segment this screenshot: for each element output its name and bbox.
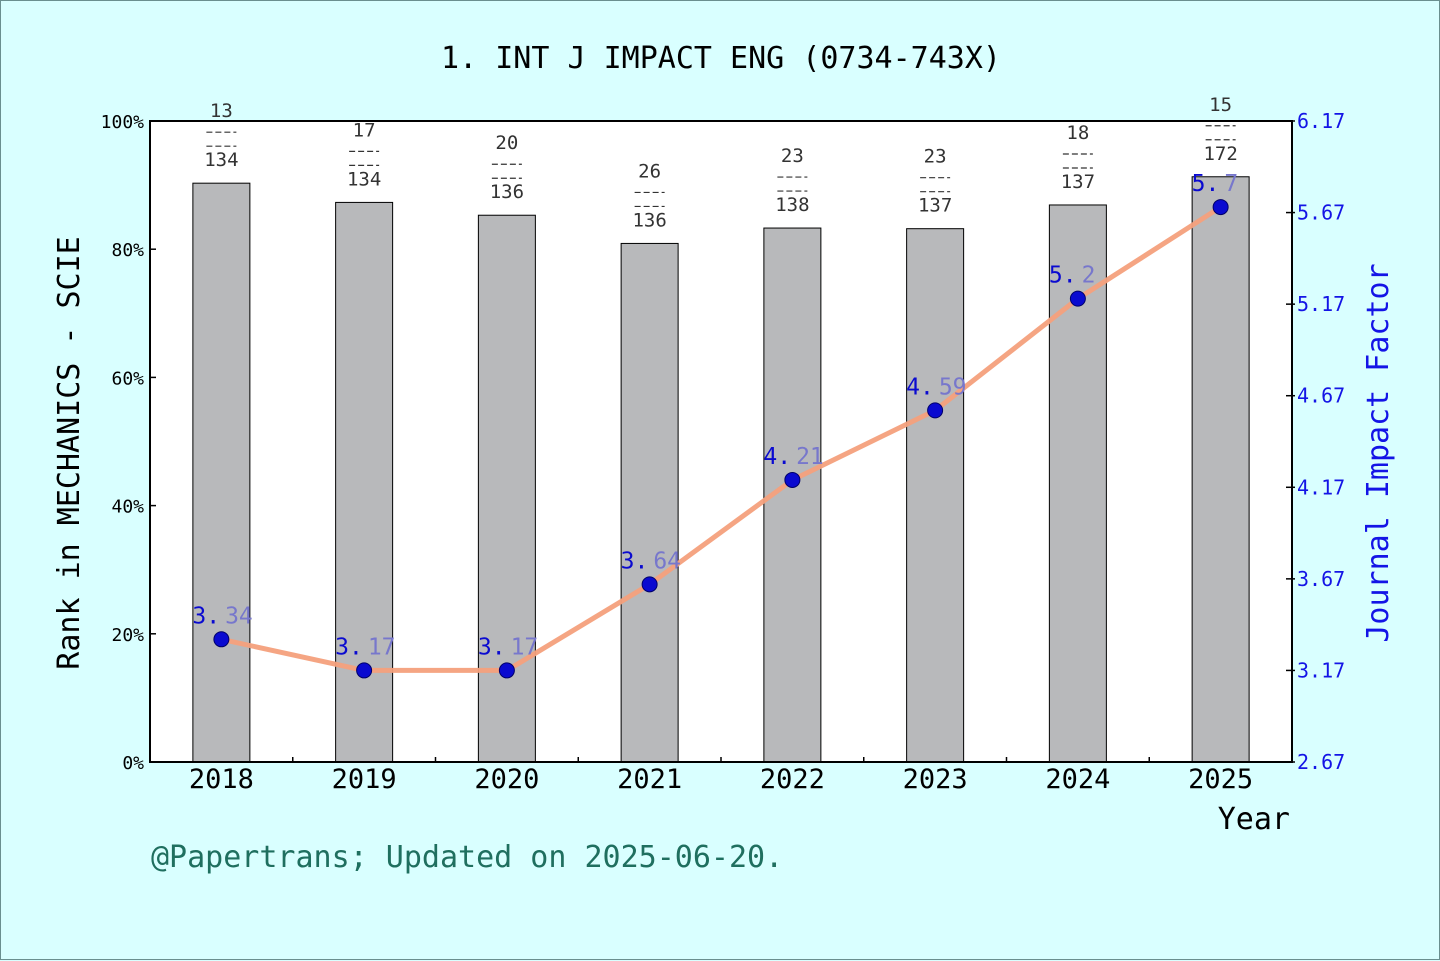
left-tick-label: 80% [111,240,144,261]
right-axis-title: Journal Impact Factor [1361,263,1396,642]
x-tick-label-2020: 2020 [474,764,539,795]
left-axis-title: Rank in MECHANICS - SCIE [52,236,87,669]
jif-label-2019: 3. 17 [335,634,395,660]
left-tick-label: 100% [101,112,145,133]
rank-total-2025: 172 [1203,143,1237,165]
jif-point-2022 [784,471,801,488]
right-axis: 2.67 3.17 3.67 4.17 4.67 5.17 5.67 6.17 [1286,109,1345,774]
jif-point-2023 [927,402,944,419]
jif-label-2021: 3. 64 [621,548,681,574]
rank-value-2023: 23 [924,146,947,168]
left-tick-label: 60% [111,368,144,389]
rank-value-2018: 13 [210,100,233,122]
x-tick-label-2018: 2018 [189,764,254,795]
rank-labels-group: 13 134 17 134 20 136 26 136 23 138 23 137 18 137 15 172 [204,94,1238,232]
right-tick-label: 3.67 [1297,567,1345,591]
rank-value-2019: 17 [353,119,376,141]
bar-2023 [906,228,965,763]
x-tick-label-2022: 2022 [760,764,825,795]
bar-2025 [1191,176,1250,763]
rank-value-2021: 26 [638,160,661,182]
jif-line-group: 3. 34 3. 17 3. 17 3. 64 4. 21 4. 59 5. 2 5. 7 [192,171,1239,679]
jif-point-2020 [498,662,515,679]
right-tick-label: 3.17 [1297,658,1345,682]
rank-total-2021: 136 [632,209,666,231]
x-tick-label-2025: 2025 [1188,764,1253,795]
right-tick-label: 2.67 [1297,750,1345,774]
rank-total-2019: 134 [347,168,381,190]
jif-line [220,204,1222,673]
jif-point-2018 [213,631,230,648]
left-tick-label: 20% [111,625,144,646]
rank-value-2024: 18 [1066,122,1089,144]
bar-2021 [620,242,679,763]
right-tick-label: 6.17 [1297,109,1345,133]
x-tick-label-2021: 2021 [617,764,682,795]
x-axis-title: Year [1218,802,1290,837]
x-tick-label-2019: 2019 [332,764,397,795]
x-tick-label-2023: 2023 [903,764,968,795]
jif-label-2023: 4. 59 [906,374,966,400]
rank-value-2020: 20 [495,132,518,154]
rank-total-2018: 134 [204,149,238,171]
jif-point-2021 [641,576,658,593]
chart-title: 1. INT J IMPACT ENG (0734-743X) [441,41,1001,76]
rank-total-2023: 137 [918,195,952,217]
jif-point-2025 [1212,199,1229,216]
bar-2018 [192,182,251,763]
x-tick-label-2024: 2024 [1045,764,1110,795]
jif-label-2024: 5. 2 [1049,263,1096,289]
right-tick-label: 5.17 [1297,292,1345,316]
jif-point-2019 [356,662,373,679]
jif-label-2018: 3. 34 [192,603,252,629]
rank-value-2022: 23 [781,145,804,167]
x-axis: 2018 2019 2020 2021 2022 2023 2024 2025 [189,757,1253,795]
rank-total-2024: 137 [1061,171,1095,193]
rank-value-2025: 15 [1209,94,1232,116]
jif-label-2022: 4. 21 [763,444,823,470]
footer-credit: @Papertrans; Updated on 2025-06-20. [151,840,783,875]
left-tick-label: 0% [122,753,144,774]
rank-total-2022: 138 [775,194,809,216]
jif-point-2024 [1069,290,1086,307]
right-tick-label: 4.67 [1297,384,1345,408]
left-tick-label: 40% [111,497,144,518]
right-tick-label: 5.67 [1297,201,1345,225]
jif-label-2025: 5. 7 [1192,171,1239,197]
bar-2020 [477,214,536,763]
right-tick-label: 4.17 [1297,475,1345,499]
plot-area [150,121,1292,762]
left-axis: 0% 20% 40% 60% 80% 100% [101,112,156,774]
jif-label-2020: 3. 17 [478,634,538,660]
rank-total-2020: 136 [490,181,524,203]
